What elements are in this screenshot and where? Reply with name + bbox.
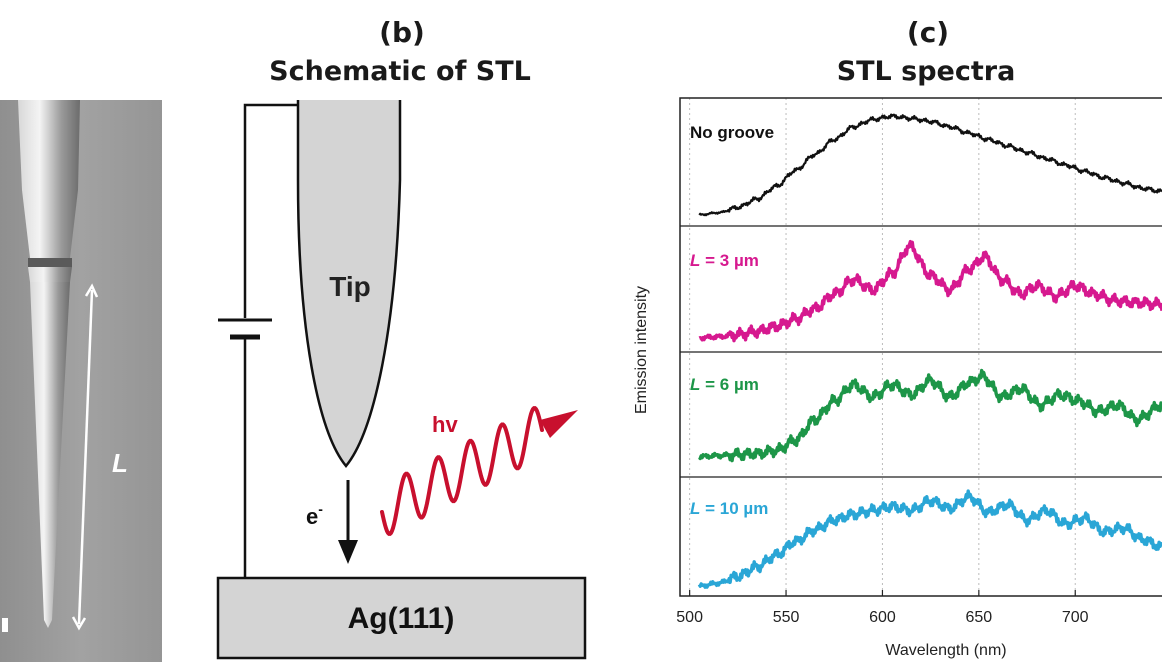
length-arrow [71, 283, 99, 631]
plot-border [679, 97, 1162, 597]
circuit-wire [243, 103, 300, 578]
photon-arrow-head [540, 410, 578, 438]
sem-needle-upper [18, 100, 80, 258]
x-tick-label: 700 [1062, 609, 1089, 626]
series-label: L = 3 µm [690, 251, 759, 270]
series-line [698, 368, 1162, 463]
series-line [698, 113, 1162, 217]
chart-series [697, 113, 1162, 589]
x-tick-label: 550 [773, 609, 800, 626]
scale-bar [2, 618, 8, 632]
panel-a-sem-image: L [0, 100, 162, 662]
series-line [697, 489, 1162, 589]
chart-grid [689, 98, 1076, 596]
tip-label: Tip [329, 271, 370, 302]
x-tick-label: 500 [676, 609, 703, 626]
substrate-label: Ag(111) [348, 602, 455, 635]
y-axis-label: Emission intensity [633, 286, 650, 414]
panel-b-schematic: (b) Schematic of STL Tip e- hv Ag(111) [216, 16, 587, 660]
panel-c-chart: (c) STL spectra No groove L = 3 µm L = 6 µ… [633, 16, 1162, 659]
series-label: L = 6 µm [690, 375, 759, 394]
sem-needle-neck [28, 267, 72, 282]
x-tick-label: 600 [869, 609, 896, 626]
substrate-block [216, 576, 587, 660]
x-axis-label: Wavelength (nm) [885, 642, 1006, 659]
panel-c-title: STL spectra [837, 56, 1016, 87]
series-label: No groove [690, 123, 774, 142]
electron-label: e- [306, 501, 323, 529]
panel-b-title: Schematic of STL [269, 56, 531, 87]
chart-frame [679, 97, 1162, 597]
series-line [698, 239, 1162, 343]
series-label: L = 10 µm [690, 499, 768, 518]
photon-wave [380, 406, 544, 536]
series-labels: No groove L = 3 µm L = 6 µm L = 10 µm [690, 123, 774, 518]
sem-needle-lower [30, 282, 70, 628]
photon-label: hv [432, 412, 458, 437]
sem-groove [28, 258, 72, 267]
length-label: L [112, 448, 128, 478]
panel-b-letter: (b) [379, 16, 425, 49]
tip-shape [296, 100, 402, 468]
panel-c-letter: (c) [907, 16, 949, 49]
x-tick-label: 650 [965, 609, 992, 626]
battery-icon [218, 318, 272, 340]
electron-arrow-head [338, 540, 358, 564]
x-axis-ticks: 500 550 600 650 700 [676, 590, 1089, 626]
